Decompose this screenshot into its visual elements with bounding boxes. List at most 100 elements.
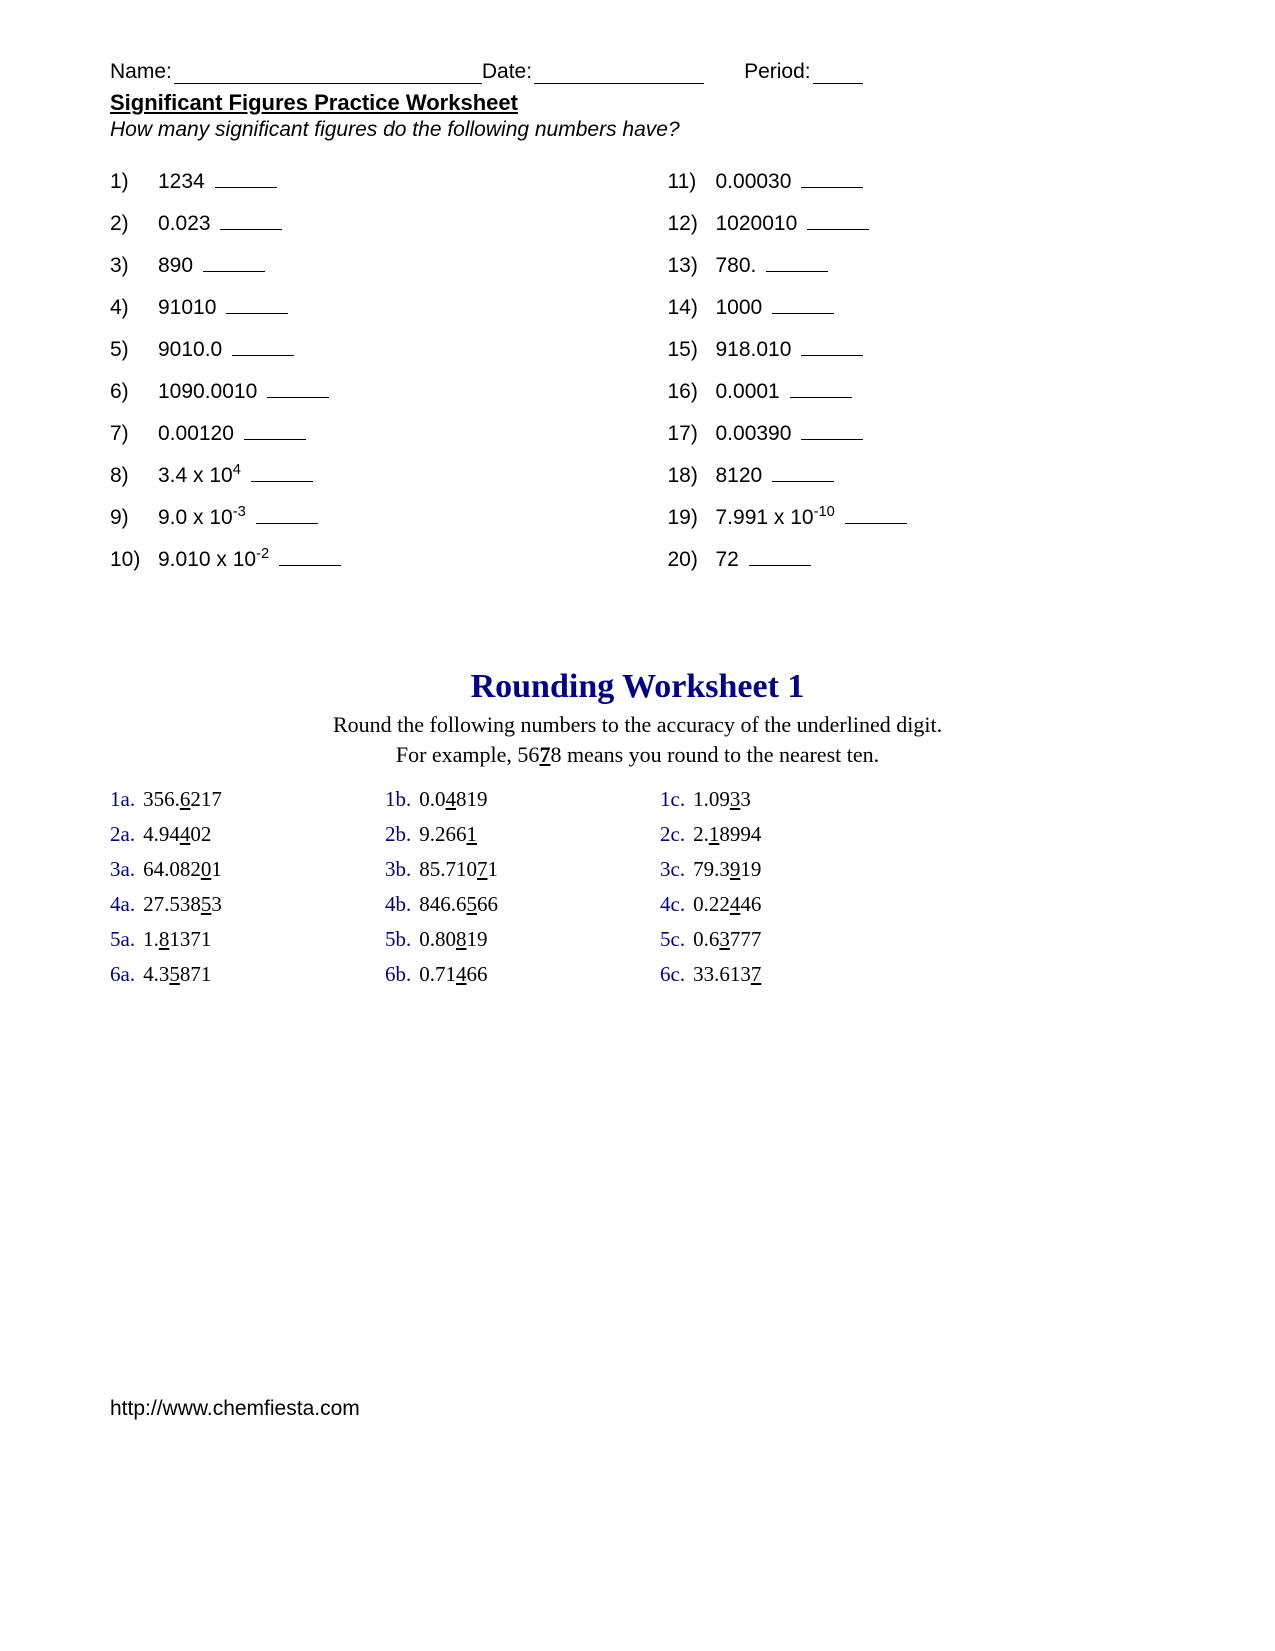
rounding-row: 4a.27.53853 bbox=[110, 892, 355, 917]
rounding-post: 819 bbox=[456, 787, 488, 811]
problem-number: 3) bbox=[110, 254, 158, 278]
rounding-row: 2c.2.18994 bbox=[660, 822, 905, 847]
problem-value: 7.991 x 10-10 bbox=[716, 506, 907, 530]
answer-blank[interactable] bbox=[244, 425, 306, 440]
period-label: Period: bbox=[744, 60, 813, 84]
problem-number: 19) bbox=[668, 506, 716, 530]
rounding-label: 4a. bbox=[110, 892, 135, 916]
rounding-pre: 0.0 bbox=[419, 787, 445, 811]
rounding-pre: 1.09 bbox=[693, 787, 730, 811]
problem-number: 12) bbox=[668, 212, 716, 236]
rounding-post: 777 bbox=[730, 927, 762, 951]
rounding-underlined-digit: 3 bbox=[730, 787, 741, 811]
answer-blank[interactable] bbox=[766, 257, 828, 272]
answer-blank[interactable] bbox=[749, 551, 811, 566]
instr-line1: Round the following numbers to the accur… bbox=[333, 712, 942, 737]
answer-blank[interactable] bbox=[226, 299, 288, 314]
worksheet1-title: Significant Figures Practice Worksheet bbox=[110, 90, 1165, 116]
answer-blank[interactable] bbox=[251, 467, 313, 482]
problem-row: 10)9.010 x 10-2 bbox=[110, 548, 608, 572]
answer-blank[interactable] bbox=[232, 341, 294, 356]
instr-line2-post: 8 means you round to the nearest ten. bbox=[550, 742, 879, 767]
rounding-row: 4b.846.6566 bbox=[385, 892, 630, 917]
problem-number: 11) bbox=[668, 170, 716, 194]
rounding-post: 66 bbox=[477, 892, 498, 916]
rounding-post: 1 bbox=[488, 857, 499, 881]
problem-number: 8) bbox=[110, 464, 158, 488]
problem-value: 9.010 x 10-2 bbox=[158, 548, 341, 572]
rounding-title: Rounding Worksheet 1 bbox=[110, 668, 1165, 706]
instr-line2-u: 7 bbox=[539, 742, 550, 767]
problem-value: 918.010 bbox=[716, 338, 864, 362]
problem-number: 13) bbox=[668, 254, 716, 278]
problem-value: 91010 bbox=[158, 296, 288, 320]
answer-blank[interactable] bbox=[267, 383, 329, 398]
answer-blank[interactable] bbox=[279, 551, 341, 566]
answer-blank[interactable] bbox=[772, 299, 834, 314]
problem-number: 4) bbox=[110, 296, 158, 320]
problem-row: 15)918.010 bbox=[668, 338, 1166, 362]
answer-blank[interactable] bbox=[845, 509, 907, 524]
rounding-row: 5b.0.80819 bbox=[385, 927, 630, 952]
rounding-label: 6b. bbox=[385, 962, 411, 986]
problem-number: 17) bbox=[668, 422, 716, 446]
answer-blank[interactable] bbox=[772, 467, 834, 482]
problem-row: 8)3.4 x 104 bbox=[110, 464, 608, 488]
answer-blank[interactable] bbox=[801, 173, 863, 188]
answer-blank[interactable] bbox=[220, 215, 282, 230]
rounding-label: 5c. bbox=[660, 927, 685, 951]
answer-blank[interactable] bbox=[256, 509, 318, 524]
period-blank[interactable] bbox=[813, 63, 863, 84]
rounding-label: 5a. bbox=[110, 927, 135, 951]
problem-value: 72 bbox=[716, 548, 811, 572]
rounding-label: 4c. bbox=[660, 892, 685, 916]
rounding-label: 2c. bbox=[660, 822, 685, 846]
rounding-row: 1c.1.0933 bbox=[660, 787, 905, 812]
problem-number: 18) bbox=[668, 464, 716, 488]
rounding-label: 2b. bbox=[385, 822, 411, 846]
problem-number: 20) bbox=[668, 548, 716, 572]
problem-value: 8120 bbox=[716, 464, 835, 488]
rounding-underlined-digit: 4 bbox=[180, 822, 191, 846]
answer-blank[interactable] bbox=[801, 425, 863, 440]
problem-row: 20)72 bbox=[668, 548, 1166, 572]
rounding-row: 2b.9.2661 bbox=[385, 822, 630, 847]
rounding-pre: 4.3 bbox=[143, 962, 169, 986]
rounding-underlined-digit: 5 bbox=[467, 892, 478, 916]
date-blank[interactable] bbox=[534, 63, 704, 84]
rounding-post: 02 bbox=[190, 822, 211, 846]
rounding-label: 1a. bbox=[110, 787, 135, 811]
rounding-post: 1371 bbox=[169, 927, 211, 951]
problem-row: 18)8120 bbox=[668, 464, 1166, 488]
rounding-post: 66 bbox=[467, 962, 488, 986]
answer-blank[interactable] bbox=[801, 341, 863, 356]
rounding-label: 1b. bbox=[385, 787, 411, 811]
problem-value: 1000 bbox=[716, 296, 835, 320]
answer-blank[interactable] bbox=[807, 215, 869, 230]
answer-blank[interactable] bbox=[790, 383, 852, 398]
problem-row: 13)780. bbox=[668, 254, 1166, 278]
problem-row: 5)9010.0 bbox=[110, 338, 608, 362]
problem-value: 0.0001 bbox=[716, 380, 852, 404]
rounding-label: 6c. bbox=[660, 962, 685, 986]
rounding-pre: 0.22 bbox=[693, 892, 730, 916]
rounding-underlined-digit: 4 bbox=[456, 962, 467, 986]
name-blank[interactable] bbox=[174, 63, 482, 84]
problem-number: 1) bbox=[110, 170, 158, 194]
rounding-pre: 33.613 bbox=[693, 962, 751, 986]
problem-value: 1020010 bbox=[716, 212, 870, 236]
problem-number: 2) bbox=[110, 212, 158, 236]
problem-row: 2)0.023 bbox=[110, 212, 608, 236]
rounding-column: 1b.0.048192b.9.26613b.85.710714b.846.656… bbox=[385, 787, 630, 997]
problem-row: 16)0.0001 bbox=[668, 380, 1166, 404]
rounding-post: 19 bbox=[740, 857, 761, 881]
answer-blank[interactable] bbox=[215, 173, 277, 188]
rounding-row: 2a.4.94402 bbox=[110, 822, 355, 847]
answer-blank[interactable] bbox=[203, 257, 265, 272]
rounding-underlined-digit: 4 bbox=[730, 892, 741, 916]
rounding-underlined-digit: 4 bbox=[446, 787, 457, 811]
rounding-underlined-digit: 5 bbox=[169, 962, 180, 986]
rounding-row: 6a.4.35871 bbox=[110, 962, 355, 987]
problem-value: 780. bbox=[716, 254, 829, 278]
rounding-pre: 85.710 bbox=[419, 857, 477, 881]
